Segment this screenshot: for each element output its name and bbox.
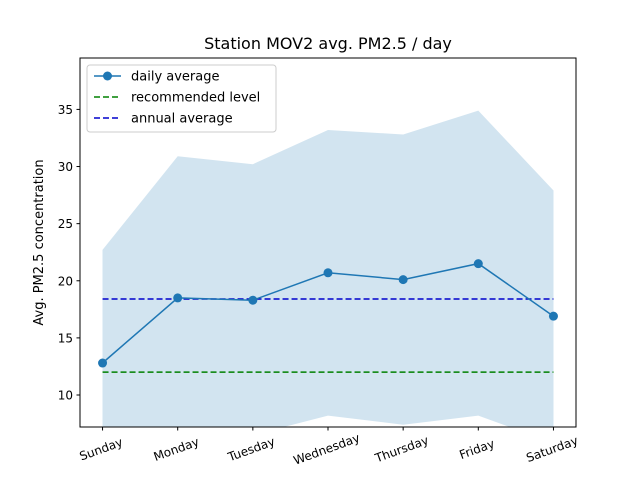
- data-point-sunday: [98, 358, 108, 368]
- legend-daily-average-label: daily average: [131, 70, 220, 85]
- y-tick-label: 15: [58, 331, 73, 345]
- y-tick-label: 35: [58, 103, 73, 117]
- y-tick-label: 25: [58, 217, 73, 231]
- y-tick-label: 20: [58, 274, 73, 288]
- legend-box: [86, 64, 277, 133]
- y-axis-label: Avg. PM2.5 concentration: [32, 159, 47, 325]
- data-point-thursday: [398, 275, 408, 285]
- data-point-tuesday: [248, 295, 258, 305]
- legend-daily-average-marker: [103, 71, 112, 81]
- legend-annual-average-label: annual average: [131, 112, 233, 127]
- y-tick-label: 10: [58, 389, 73, 403]
- legend-recommended-level-label: recommended level: [131, 91, 260, 106]
- data-point-monday: [173, 293, 183, 303]
- data-point-wednesday: [323, 268, 333, 278]
- chart-title: Station MOV2 avg. PM2.5 / day: [204, 34, 452, 53]
- y-tick-label: 30: [58, 160, 73, 174]
- data-point-friday: [473, 259, 483, 269]
- data-point-saturday: [548, 311, 558, 321]
